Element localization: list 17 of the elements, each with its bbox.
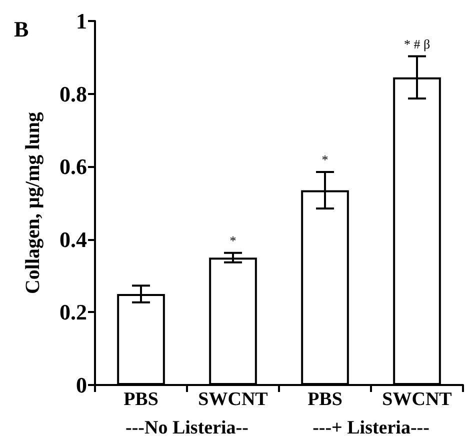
y-tick-label: 0.4 (60, 226, 87, 252)
y-tick-label: 0.8 (60, 81, 87, 106)
x-tick-label: SWCNT (198, 389, 268, 410)
text: ---No Listeria-- (126, 418, 248, 438)
y-tick-label: 0 (76, 372, 87, 398)
y-tick-label: 0.2 (60, 300, 87, 325)
text: B (14, 16, 29, 42)
data-label: * (322, 152, 328, 168)
data-label: * # β (404, 36, 430, 52)
y-tick-label: 0.6 (60, 154, 87, 180)
y-tick-label: 1 (76, 8, 87, 34)
data-label: * (230, 232, 236, 248)
x-tick-label: PBS (124, 389, 158, 410)
x-tick-label: SWCNT (382, 389, 452, 410)
x-tick-label: PBS (308, 389, 342, 410)
text: ---+ Listeria--- (312, 418, 430, 438)
y-axis-title: Collagen, µg/mg lung (22, 112, 44, 294)
